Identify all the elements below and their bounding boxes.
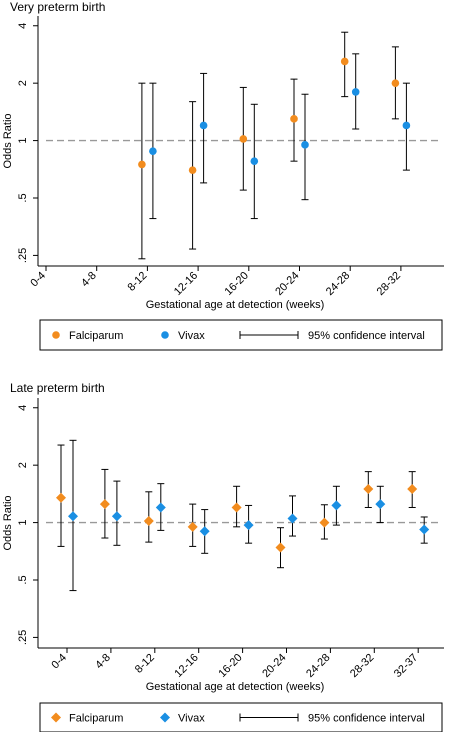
vivax-point [351, 88, 360, 96]
vivax-point [375, 499, 386, 510]
chart-panel-0: Very preterm birth .25 .5 1 2 4 Odds Ratio 0-4 4… [2, 0, 444, 351]
falciparum-point [188, 166, 197, 174]
falciparum-point [363, 483, 374, 494]
vivax-point [199, 121, 208, 130]
x-tick-label: 0-4 [49, 652, 69, 672]
legend-marker-0 [52, 331, 60, 339]
falciparum-point [99, 499, 110, 510]
x-tick-label: 12-16 [172, 652, 200, 680]
vivax-point [402, 121, 411, 130]
x-tick-label: 20-24 [260, 652, 288, 680]
y-axis-label: Odds Ratio [2, 495, 14, 550]
falciparum-point [187, 521, 198, 532]
y-tick-label: 4 [17, 405, 29, 411]
legend-label: 95% confidence interval [308, 330, 425, 342]
falciparum-point [143, 515, 154, 526]
legend-label: Vivax [178, 330, 205, 342]
legend-label: Falciparum [69, 713, 123, 725]
vivax-point [301, 141, 309, 149]
y-tick-label: 1 [17, 138, 29, 144]
legend-marker-0 [51, 712, 61, 723]
vivax-point [111, 511, 122, 522]
legend-marker-1 [160, 712, 170, 723]
falciparum-point [231, 502, 242, 513]
x-tick-label: 16-20 [223, 270, 251, 298]
falciparum-point [319, 517, 330, 528]
x-axis-label: Gestational age at detection (weeks) [146, 299, 325, 311]
vivax-point [155, 502, 166, 513]
x-tick-label: 28-32 [348, 652, 376, 680]
x-tick-label: 32-37 [392, 652, 420, 680]
falciparum-point [239, 135, 248, 143]
chart-panel-1: Late preterm birth .25 .5 1 2 4 Odds Ratio 0-4 4… [2, 381, 444, 732]
x-tick-label: 4-8 [93, 652, 113, 672]
x-axis-label: Gestational age at detection (weeks) [146, 681, 325, 693]
x-tick-label: 16-20 [216, 652, 244, 680]
y-tick-label: .25 [17, 248, 29, 263]
y-tick-label: .5 [17, 193, 29, 202]
x-tick-label: 8-12 [133, 652, 157, 676]
x-tick-label: 4-8 [79, 270, 99, 290]
falciparum-point [138, 160, 146, 169]
vivax-point [199, 526, 210, 537]
vivax-point [250, 157, 259, 165]
vivax-point [331, 500, 342, 511]
falciparum-point [340, 57, 349, 66]
y-axis-label: Odds Ratio [2, 113, 14, 168]
falciparum-point [275, 542, 286, 553]
x-tick-label: 0-4 [28, 270, 48, 290]
x-tick-label: 8-12 [125, 270, 149, 294]
vivax-point [149, 147, 157, 155]
legend-label: Vivax [178, 713, 205, 725]
vivax-point [243, 520, 254, 531]
y-tick-label: .5 [17, 575, 29, 584]
x-tick-label: 24-28 [324, 270, 352, 298]
legend-marker-1 [161, 331, 169, 339]
vivax-point [287, 513, 298, 524]
legend-label: 95% confidence interval [308, 713, 425, 725]
falciparum-point [290, 115, 298, 123]
y-tick-label: 2 [17, 80, 29, 86]
falciparum-point [407, 483, 418, 494]
x-tick-label: 24-28 [304, 652, 332, 680]
x-tick-label: 28-32 [375, 270, 403, 298]
vivax-point [419, 524, 430, 535]
chart-title: Late preterm birth [10, 381, 105, 395]
legend-label: Falciparum [69, 330, 123, 342]
falciparum-point [56, 492, 66, 503]
y-tick-label: 4 [17, 23, 29, 29]
y-tick-label: 1 [17, 520, 29, 526]
vivax-point [68, 511, 78, 522]
x-tick-label: 12-16 [172, 270, 200, 298]
y-tick-label: .25 [17, 630, 29, 645]
x-tick-label: 20-24 [273, 270, 301, 298]
chart-title: Very preterm birth [10, 0, 105, 14]
y-tick-label: 2 [17, 462, 29, 468]
falciparum-point [391, 79, 400, 87]
